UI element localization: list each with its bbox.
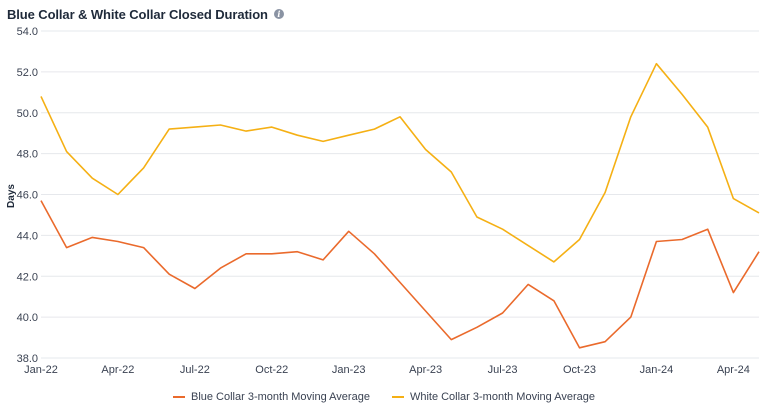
data-point[interactable] bbox=[39, 94, 44, 99]
data-point[interactable] bbox=[39, 198, 44, 203]
data-point[interactable] bbox=[577, 345, 582, 350]
info-icon[interactable]: i bbox=[273, 9, 284, 19]
y-tick-label: 52.0 bbox=[17, 67, 38, 79]
data-point[interactable] bbox=[654, 61, 659, 66]
data-point[interactable] bbox=[603, 339, 608, 344]
data-point[interactable] bbox=[474, 325, 479, 330]
data-point[interactable] bbox=[167, 127, 172, 132]
series-line-blue-collar[interactable] bbox=[40, 200, 760, 349]
data-point[interactable] bbox=[398, 114, 403, 119]
data-point[interactable] bbox=[680, 92, 685, 97]
data-point[interactable] bbox=[474, 214, 479, 219]
data-point[interactable] bbox=[218, 266, 223, 271]
y-tick-label: 46.0 bbox=[17, 190, 38, 202]
data-point[interactable] bbox=[244, 129, 249, 134]
data-point[interactable] bbox=[167, 272, 172, 277]
data-point[interactable] bbox=[731, 196, 736, 201]
data-point[interactable] bbox=[372, 127, 377, 132]
legend-label-white-collar: White Collar 3-month Moving Average bbox=[409, 391, 595, 403]
legend-item-blue-collar[interactable]: Blue Collar 3-month Moving Average bbox=[172, 391, 370, 403]
data-point[interactable] bbox=[192, 286, 197, 291]
legend-swatch-blue-collar bbox=[172, 396, 185, 398]
y-tick-label: 42.0 bbox=[17, 271, 38, 283]
x-tick-label: Jan-22 bbox=[24, 364, 58, 376]
data-point[interactable] bbox=[551, 259, 556, 264]
data-point[interactable] bbox=[603, 190, 608, 195]
data-point[interactable] bbox=[628, 315, 633, 320]
legend-label-blue-collar: Blue Collar 3-month Moving Average bbox=[190, 391, 370, 403]
data-point[interactable] bbox=[577, 237, 582, 242]
x-tick-label: Jul-22 bbox=[180, 364, 210, 376]
data-point[interactable] bbox=[64, 149, 69, 154]
data-point[interactable] bbox=[526, 282, 531, 287]
data-point[interactable] bbox=[526, 243, 531, 248]
data-point[interactable] bbox=[500, 311, 505, 316]
data-point[interactable] bbox=[680, 237, 685, 242]
data-point[interactable] bbox=[654, 239, 659, 244]
data-point[interactable] bbox=[705, 125, 710, 130]
y-tick-label: 44.0 bbox=[17, 230, 38, 242]
x-tick-label: Apr-24 bbox=[717, 364, 750, 376]
data-point[interactable] bbox=[141, 245, 146, 250]
legend: Blue Collar 3-month Moving Average White… bbox=[0, 391, 768, 403]
chart-header: Blue Collar & White Collar Closed Durati… bbox=[7, 5, 284, 23]
data-point[interactable] bbox=[628, 114, 633, 119]
data-point[interactable] bbox=[423, 308, 428, 313]
series-lines bbox=[39, 61, 762, 350]
x-tick-label: Apr-22 bbox=[101, 364, 134, 376]
data-point[interactable] bbox=[346, 229, 351, 234]
y-axis-label: Days bbox=[6, 184, 17, 208]
data-point[interactable] bbox=[64, 245, 69, 250]
y-tick-label: 50.0 bbox=[17, 108, 38, 120]
x-tick-labels: Jan-22 Apr-22 Jul-22 Oct-22 Jan-23 Apr-23 Jul-… bbox=[24, 364, 750, 376]
x-tick-label: Jan-24 bbox=[640, 364, 674, 376]
x-tick-label: Oct-22 bbox=[255, 364, 288, 376]
data-point[interactable] bbox=[141, 165, 146, 170]
data-point[interactable] bbox=[295, 133, 300, 138]
grid-lines bbox=[41, 30, 759, 359]
data-point[interactable] bbox=[551, 298, 556, 303]
y-tick-label: 48.0 bbox=[17, 149, 38, 161]
y-tick-label: 38.0 bbox=[17, 353, 38, 365]
data-point[interactable] bbox=[449, 337, 454, 342]
y-tick-label: 40.0 bbox=[17, 312, 38, 324]
data-point[interactable] bbox=[500, 227, 505, 232]
legend-item-white-collar[interactable]: White Collar 3-month Moving Average bbox=[391, 391, 595, 403]
data-point[interactable] bbox=[757, 210, 762, 215]
data-point[interactable] bbox=[269, 125, 274, 130]
data-point[interactable] bbox=[705, 227, 710, 232]
data-point[interactable] bbox=[269, 251, 274, 256]
data-point[interactable] bbox=[731, 290, 736, 295]
data-point[interactable] bbox=[398, 280, 403, 285]
x-tick-label: Jan-23 bbox=[332, 364, 366, 376]
data-point[interactable] bbox=[423, 147, 428, 152]
data-point[interactable] bbox=[295, 249, 300, 254]
data-point[interactable] bbox=[115, 239, 120, 244]
data-point[interactable] bbox=[321, 139, 326, 144]
data-point[interactable] bbox=[192, 125, 197, 130]
data-point[interactable] bbox=[90, 176, 95, 181]
legend-swatch-white-collar bbox=[391, 396, 404, 398]
x-tick-label: Oct-23 bbox=[563, 364, 596, 376]
data-point[interactable] bbox=[218, 123, 223, 128]
y-tick-label: 54.0 bbox=[17, 26, 38, 38]
series-line-white-collar[interactable] bbox=[40, 62, 760, 263]
data-point[interactable] bbox=[115, 192, 120, 197]
x-tick-label: Apr-23 bbox=[409, 364, 442, 376]
data-point[interactable] bbox=[346, 133, 351, 138]
data-point[interactable] bbox=[321, 257, 326, 262]
data-point[interactable] bbox=[757, 249, 762, 254]
data-point[interactable] bbox=[449, 170, 454, 175]
data-point[interactable] bbox=[372, 251, 377, 256]
data-point[interactable] bbox=[244, 251, 249, 256]
y-tick-labels: 38.0 40.0 42.0 44.0 46.0 48.0 50.0 52.0 54.0 bbox=[17, 26, 38, 365]
data-point[interactable] bbox=[90, 235, 95, 240]
chart-title: Blue Collar & White Collar Closed Durati… bbox=[7, 6, 268, 22]
x-tick-label: Jul-23 bbox=[488, 364, 518, 376]
